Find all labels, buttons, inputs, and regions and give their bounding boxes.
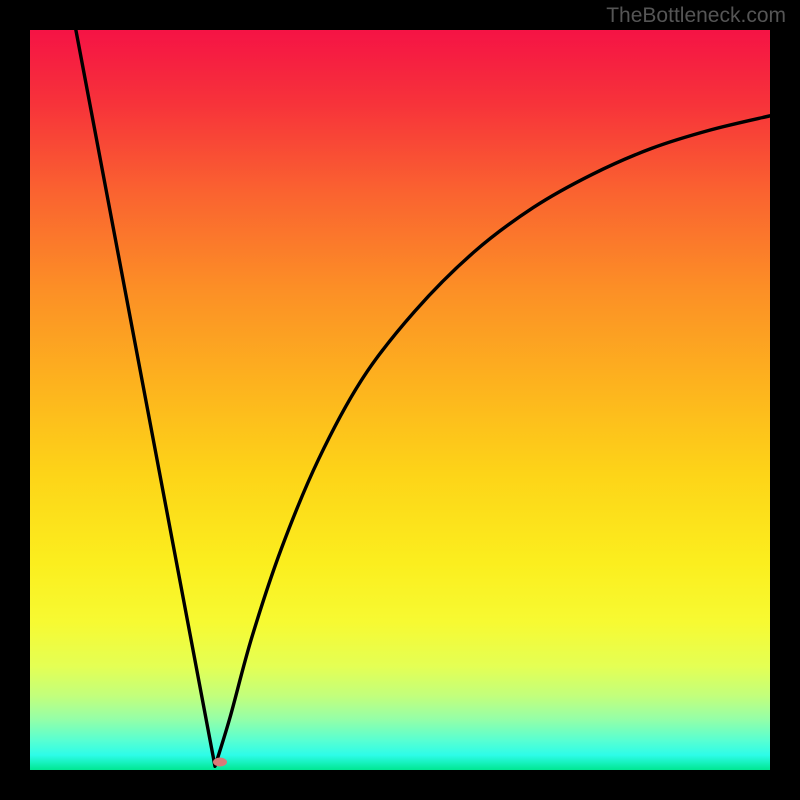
chart-container: TheBottleneck.com — [0, 0, 800, 800]
vertex-marker — [213, 757, 227, 766]
bottleneck-curve — [30, 30, 770, 770]
watermark-text: TheBottleneck.com — [606, 4, 786, 28]
plot-area — [30, 30, 770, 770]
